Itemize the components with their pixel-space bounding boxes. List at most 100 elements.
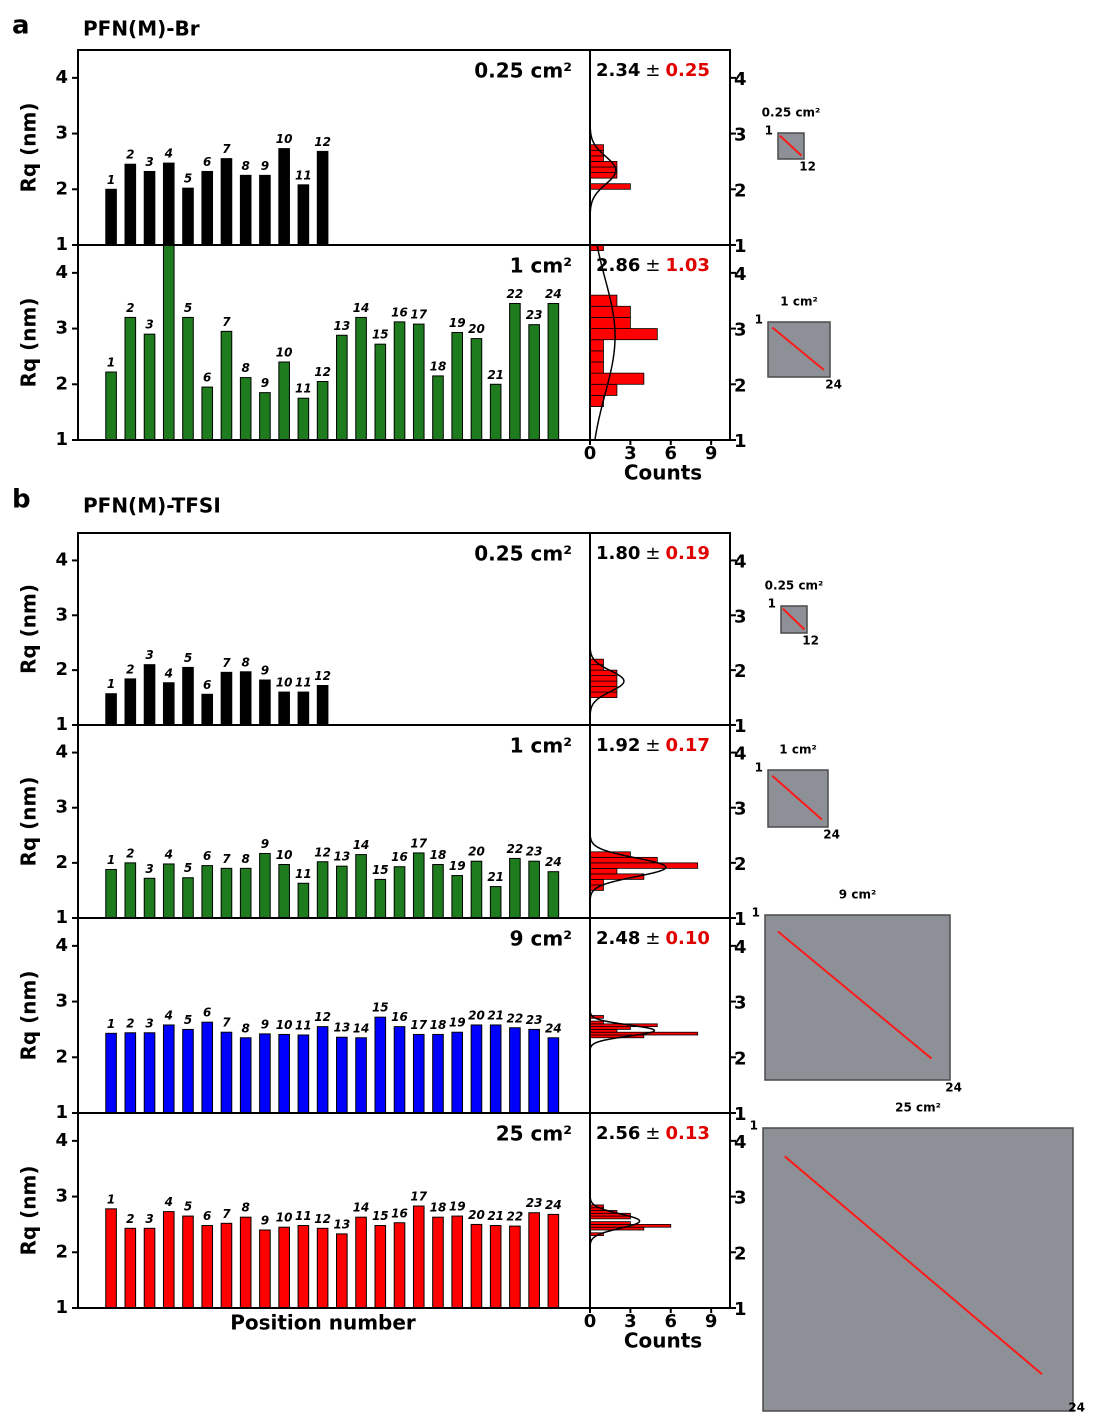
gaussian-fit [590, 725, 667, 918]
sd: 0.10 [666, 928, 710, 949]
bar [355, 1037, 367, 1113]
bar-label: 6 [203, 1006, 211, 1020]
y2-tick-label: 4 [734, 937, 747, 958]
histogram-bar [590, 1020, 604, 1025]
bar-label: 7 [222, 315, 231, 329]
bar-label: 6 [203, 371, 211, 385]
bar [374, 1016, 387, 1113]
bar-label: 7 [222, 1207, 231, 1221]
bar [297, 882, 310, 918]
bar [201, 1021, 214, 1113]
bar-label: 18 [430, 848, 447, 862]
bar-label: 8 [242, 361, 250, 375]
histogram-bar [590, 1215, 631, 1220]
bar-label: 1 [107, 173, 115, 187]
bar [201, 170, 214, 245]
bar [509, 857, 521, 918]
bar-label: 5 [184, 301, 192, 315]
bar [278, 691, 290, 725]
y2-tick-label: 3 [734, 606, 747, 627]
panel-area-title: 25 cm² [496, 1122, 572, 1146]
bar-label: 10 [276, 676, 293, 690]
bar-label: 15 [372, 863, 389, 877]
bar [143, 170, 156, 245]
scan-line [782, 607, 806, 631]
bar-label: 5 [184, 172, 192, 186]
statistics: 1.80 ±0.19 [596, 543, 710, 564]
bar [124, 163, 137, 245]
y-axis-label: Rq (nm) [17, 297, 41, 387]
bar [143, 664, 156, 725]
bar [393, 321, 406, 440]
bar [432, 1033, 444, 1113]
bar-label: 3 [145, 862, 153, 876]
y-tick-label: 2 [55, 1046, 68, 1067]
y-tick-label: 3 [55, 318, 68, 339]
bar [547, 1213, 560, 1308]
panel-area-title: 1 cm² [510, 254, 572, 278]
x-axis-label: Counts [624, 1329, 702, 1353]
bar [182, 1215, 194, 1308]
bar [201, 865, 214, 918]
bar-label: 20 [468, 322, 485, 336]
bar [278, 361, 290, 440]
histogram-bar [590, 294, 618, 307]
bar [182, 316, 194, 440]
statistics: 2.56 ±0.13 [596, 1123, 710, 1144]
y-tick-label: 4 [55, 67, 68, 88]
y-tick-label: 4 [55, 742, 68, 763]
bar-label: 12 [314, 669, 331, 683]
mean: 2.48 [596, 928, 640, 949]
y2-tick-label: 2 [734, 854, 747, 875]
bar [220, 1031, 233, 1113]
bar [336, 1036, 348, 1113]
histogram-bar [590, 862, 699, 869]
panel-area-title: 0.25 cm² [474, 542, 572, 566]
bar [489, 1024, 502, 1113]
bar [259, 679, 271, 725]
bar-label: 5 [184, 861, 192, 875]
bar-label: 14 [353, 1021, 370, 1035]
bar-label: 15 [372, 328, 389, 342]
bar [143, 1032, 156, 1113]
bar [239, 867, 252, 918]
y-tick-label: 2 [55, 373, 68, 394]
y-axis-label: Rq (nm) [17, 1165, 41, 1255]
bar [451, 1215, 464, 1308]
bar [297, 1225, 310, 1308]
bar [547, 1037, 560, 1113]
mean: 1.80 [596, 543, 640, 564]
x-axis-label: Counts [624, 461, 702, 485]
bar-label: 3 [145, 318, 153, 332]
separator: ± [645, 60, 660, 81]
bar [316, 1026, 329, 1113]
bar-label: 14 [353, 301, 370, 315]
bar [489, 886, 502, 918]
y-tick-label: 2 [55, 1241, 68, 1262]
bar [162, 245, 175, 440]
bar-label: 21 [487, 870, 504, 884]
y2-tick-label: 4 [734, 264, 747, 285]
bar [432, 864, 444, 918]
bar-label: 13 [333, 1217, 350, 1231]
bar [412, 323, 425, 440]
y2-tick-label: 2 [734, 661, 747, 682]
histogram-bar [590, 328, 658, 341]
bar [528, 860, 540, 918]
y-tick-label: 4 [55, 549, 68, 570]
bar-label: 12 [314, 365, 331, 379]
bar-label: 19 [449, 859, 466, 873]
bar-label: 3 [145, 648, 153, 662]
y2-tick-label: 1 [734, 1299, 747, 1320]
histogram-bar [590, 686, 618, 693]
bar [547, 303, 560, 440]
inset-end: 24 [1068, 1401, 1085, 1415]
bar [278, 864, 290, 918]
bar-label: 12 [314, 1212, 331, 1226]
bar [412, 1033, 425, 1113]
bar-label: 1 [107, 1017, 115, 1031]
y2-tick-label: 1 [734, 909, 747, 930]
bar-label: 20 [468, 1008, 485, 1022]
bar-label: 3 [145, 1212, 153, 1226]
